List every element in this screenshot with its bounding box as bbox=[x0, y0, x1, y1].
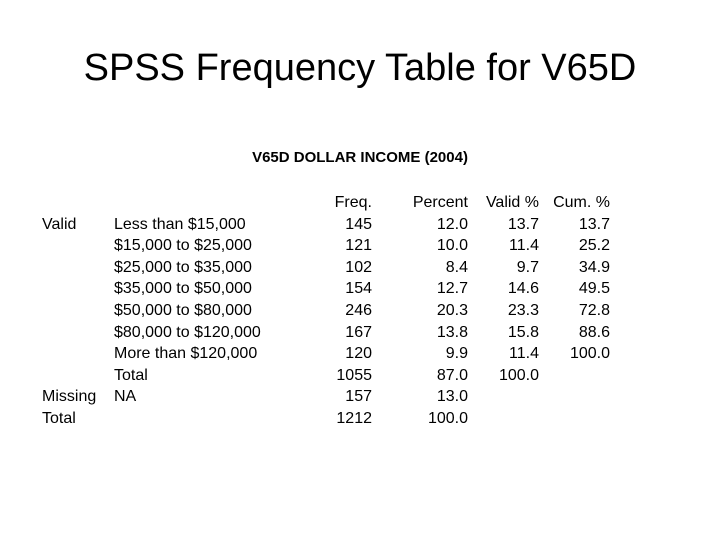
cum-percent-cell bbox=[539, 365, 610, 387]
cum-percent-cell: 49.5 bbox=[578, 280, 610, 298]
percent-cell: 10.0 bbox=[436, 237, 468, 255]
freq-cell: 1212 bbox=[336, 409, 372, 427]
category-cell: More than $120,000 bbox=[114, 345, 258, 363]
percent-cell: 9.9 bbox=[445, 345, 468, 363]
percent-cell: 8.4 bbox=[445, 258, 468, 276]
cum-percent-cell bbox=[539, 408, 610, 430]
category-header bbox=[114, 192, 330, 214]
freq-cell: 157 bbox=[345, 388, 372, 406]
table-row: $35,000 to $50,000 154 12.7 14.6 49.5 bbox=[42, 278, 610, 300]
valid-percent-cell: 15.8 bbox=[507, 323, 539, 341]
group-cell bbox=[42, 235, 114, 257]
cum-percent-cell: 72.8 bbox=[578, 301, 610, 319]
valid-percent-cell: 14.6 bbox=[507, 280, 539, 298]
valid-percent-cell: 11.4 bbox=[509, 237, 539, 255]
group-cell bbox=[42, 365, 114, 387]
percent-header: Percent bbox=[412, 194, 468, 211]
frequency-table: Freq. Percent Valid % Cum. % Valid Less … bbox=[42, 192, 610, 430]
valid-percent-cell: 9.7 bbox=[516, 258, 539, 276]
category-cell bbox=[114, 408, 330, 430]
freq-cell: 121 bbox=[345, 237, 372, 255]
group-cell: Valid bbox=[42, 215, 77, 233]
percent-cell: 12.0 bbox=[436, 215, 468, 233]
category-cell: $15,000 to $25,000 bbox=[114, 237, 252, 255]
valid-percent-cell: 23.3 bbox=[507, 301, 539, 319]
table-row: $80,000 to $120,000 167 13.8 15.8 88.6 bbox=[42, 322, 610, 344]
table-title: V65D DOLLAR INCOME (2004) bbox=[252, 149, 468, 166]
freq-cell: 246 bbox=[345, 301, 372, 319]
percent-cell: 100.0 bbox=[427, 409, 468, 427]
table-row: Total 1055 87.0 100.0 bbox=[42, 365, 610, 387]
freq-cell: 102 bbox=[345, 258, 372, 276]
slide-title: SPSS Frequency Table for V65D bbox=[83, 47, 637, 89]
group-cell bbox=[42, 300, 114, 322]
percent-cell: 13.8 bbox=[436, 323, 468, 341]
percent-cell: 20.3 bbox=[436, 301, 468, 319]
valid-percent-header: Valid % bbox=[485, 194, 539, 211]
table-row: Valid Less than $15,000 145 12.0 13.7 13… bbox=[42, 214, 610, 236]
percent-cell: 87.0 bbox=[436, 366, 468, 384]
category-cell: Less than $15,000 bbox=[114, 215, 246, 233]
group-cell bbox=[42, 257, 114, 279]
freq-cell: 154 bbox=[345, 280, 372, 298]
valid-percent-cell: 100.0 bbox=[498, 366, 539, 384]
category-cell: NA bbox=[114, 388, 137, 406]
table-row: Missing NA 157 13.0 bbox=[42, 386, 610, 408]
freq-cell: 145 bbox=[345, 215, 372, 233]
category-cell: $50,000 to $80,000 bbox=[114, 301, 252, 319]
category-cell: $80,000 to $120,000 bbox=[114, 323, 261, 341]
cum-percent-cell: 100.0 bbox=[569, 345, 610, 363]
group-cell bbox=[42, 322, 114, 344]
table-row: Total 1212 100.0 bbox=[42, 408, 610, 430]
category-cell: $35,000 to $50,000 bbox=[114, 280, 252, 298]
cum-percent-cell bbox=[539, 386, 610, 408]
group-cell: Total bbox=[42, 409, 76, 427]
table-header-row: Freq. Percent Valid % Cum. % bbox=[42, 192, 610, 214]
valid-percent-cell bbox=[468, 386, 539, 408]
table-row: $15,000 to $25,000 121 10.0 11.4 25.2 bbox=[42, 235, 610, 257]
cum-percent-cell: 25.2 bbox=[578, 237, 610, 255]
cum-percent-cell: 88.6 bbox=[578, 323, 610, 341]
cum-percent-cell: 34.9 bbox=[578, 258, 610, 276]
percent-cell: 12.7 bbox=[436, 280, 468, 298]
percent-cell: 13.0 bbox=[436, 388, 468, 406]
freq-cell: 167 bbox=[345, 323, 372, 341]
category-cell: Total bbox=[114, 366, 148, 384]
freq-cell: 120 bbox=[345, 345, 372, 363]
table-row: $25,000 to $35,000 102 8.4 9.7 34.9 bbox=[42, 257, 610, 279]
category-cell: $25,000 to $35,000 bbox=[114, 258, 252, 276]
freq-cell: 1055 bbox=[336, 366, 372, 384]
group-header bbox=[42, 192, 114, 214]
valid-percent-cell: 11.4 bbox=[509, 345, 539, 363]
cum-percent-cell: 13.7 bbox=[578, 215, 610, 233]
cum-percent-header: Cum. % bbox=[553, 194, 610, 211]
valid-percent-cell bbox=[468, 408, 539, 430]
table-row: More than $120,000 120 9.9 11.4 100.0 bbox=[42, 343, 610, 365]
freq-header: Freq. bbox=[334, 194, 372, 211]
group-cell bbox=[42, 343, 114, 365]
group-cell bbox=[42, 278, 114, 300]
table-row: $50,000 to $80,000 246 20.3 23.3 72.8 bbox=[42, 300, 610, 322]
group-cell: Missing bbox=[42, 388, 97, 406]
valid-percent-cell: 13.7 bbox=[507, 215, 539, 233]
